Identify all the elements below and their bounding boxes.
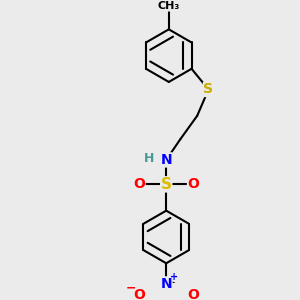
- Text: O: O: [188, 288, 200, 300]
- Text: H: H: [144, 152, 154, 164]
- Text: CH₃: CH₃: [158, 1, 180, 11]
- Text: S: S: [203, 82, 214, 97]
- Text: O: O: [133, 177, 145, 191]
- Text: O: O: [188, 177, 200, 191]
- Text: O: O: [133, 288, 145, 300]
- Text: +: +: [170, 272, 178, 282]
- Text: N: N: [160, 153, 172, 167]
- Text: S: S: [161, 177, 172, 192]
- Text: −: −: [126, 281, 137, 294]
- Text: N: N: [160, 277, 172, 291]
